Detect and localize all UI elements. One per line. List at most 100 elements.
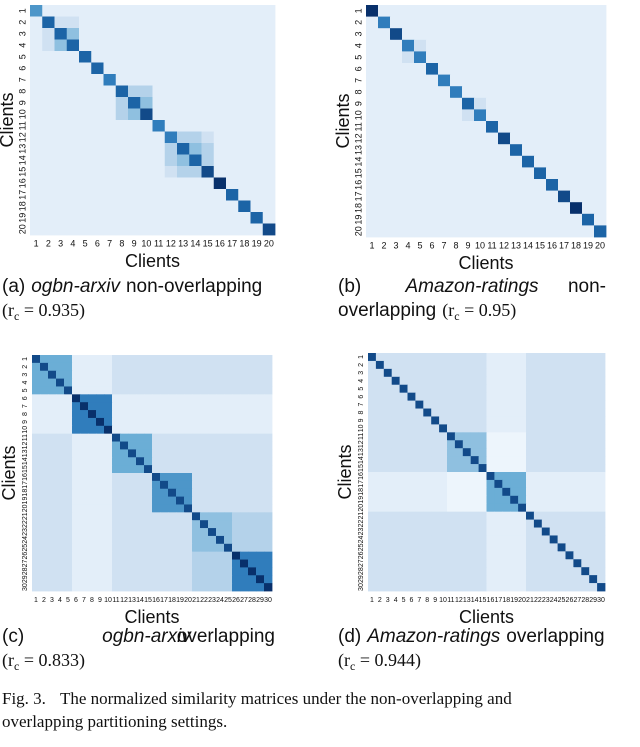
heatmap-cell [30,189,43,201]
heatmap-cell [104,410,113,419]
heatmap-cell [56,528,65,537]
heatmap-cell [431,432,440,441]
heatmap-cell [597,543,606,552]
heatmap-cell [415,456,424,465]
heatmap-cell [140,16,153,29]
y-tick-label: 4 [353,43,363,48]
heatmap-cell [581,400,590,409]
x-tick-label: 2 [46,238,51,248]
heatmap-cell [104,355,113,364]
heatmap-cell [128,520,137,529]
heatmap-cell [518,575,527,584]
heatmap-cell [40,473,49,482]
x-tick-label: 18 [571,240,581,250]
heatmap-cell [526,527,535,536]
heatmap-cell [597,353,606,362]
heatmap-cell [486,213,499,226]
y-tick-label: 18 [17,201,27,211]
heatmap-cell [224,512,233,521]
heatmap-cell [216,378,225,387]
heatmap-cell [168,543,177,553]
heatmap-cell [177,51,190,63]
y-tick-label: 4 [358,379,365,383]
heatmap-cell [438,225,451,238]
heatmap-cell [189,166,202,178]
heatmap-cell [80,575,89,584]
heatmap-cell [518,392,527,401]
heatmap-cell [549,535,558,544]
heatmap-cell [558,63,571,75]
x-tick-label: 11 [487,240,496,250]
heatmap-cell [184,378,193,387]
y-tick-label: 8 [17,89,27,94]
heatmap-cell [192,378,201,387]
heatmap-cell [510,583,519,592]
heatmap-cell [213,166,227,178]
heatmap-cell [438,179,451,191]
y-tick-label: 11 [358,433,365,440]
heatmap-cell [518,503,527,513]
heatmap-cell [402,213,415,226]
heatmap-cell [439,575,448,584]
heatmap-cell [48,567,57,576]
heatmap-cell [378,167,391,180]
heatmap-cell [486,190,499,203]
heatmap-cell [201,16,215,29]
heatmap-cell [486,511,495,520]
formula-open: (r [338,650,350,671]
heatmap-cell [176,402,185,411]
y-tick-label: 12 [22,441,29,449]
x-tick-label: 5 [83,238,88,248]
heatmap-cell [96,386,105,395]
heatmap-cell [510,155,523,168]
y-tick-label: 13 [17,144,27,154]
heatmap-cell [88,378,97,387]
heatmap-cell [594,179,607,191]
heatmap-cell [438,144,451,157]
heatmap-cell [56,543,65,553]
heatmap-cell [526,456,535,465]
heatmap-cell [256,449,265,458]
heatmap-cell [248,488,257,497]
heatmap-cell [262,108,276,121]
heatmap-cell [224,543,233,553]
heatmap-cell [160,433,169,442]
y-tick-label: 11 [22,434,29,441]
heatmap-cell [80,449,89,458]
heatmap-cell [80,394,89,403]
y-tick-label: 16 [358,472,365,480]
heatmap-cell [91,131,104,144]
heatmap-cell [184,504,193,513]
heatmap-cell [152,465,161,474]
heatmap-cell [200,457,209,466]
heatmap-cell [88,512,97,521]
formula-open: (r [2,300,14,321]
x-tick-label: 29 [256,597,264,604]
heatmap-cell [399,464,408,473]
heatmap-cell [378,213,391,226]
heatmap-cell [32,520,41,529]
heatmap-cell [589,464,598,473]
heatmap-cell [216,425,225,435]
heatmap-cell [439,535,448,544]
heatmap-cell [160,449,169,458]
heatmap-cell [438,86,451,99]
heatmap-cell [238,74,251,86]
x-tick-label: 21 [192,597,200,604]
heatmap-cell [431,408,440,417]
heatmap-cell [450,121,463,133]
heatmap-cell [570,39,583,52]
y-tick-label: 19 [358,496,365,504]
heatmap-cell [407,384,416,394]
x-tick-label: 10 [104,597,112,604]
heatmap-cell [510,190,523,203]
heatmap-cell [558,190,571,203]
heatmap-cell [56,583,65,592]
heatmap-cell [526,384,535,394]
heatmap-cell [549,472,558,481]
heatmap-cell [240,441,249,450]
heatmap-cell [366,86,379,99]
heatmap-cell [103,131,117,144]
heatmap-cell [42,51,55,63]
heatmap-cell [533,408,543,417]
